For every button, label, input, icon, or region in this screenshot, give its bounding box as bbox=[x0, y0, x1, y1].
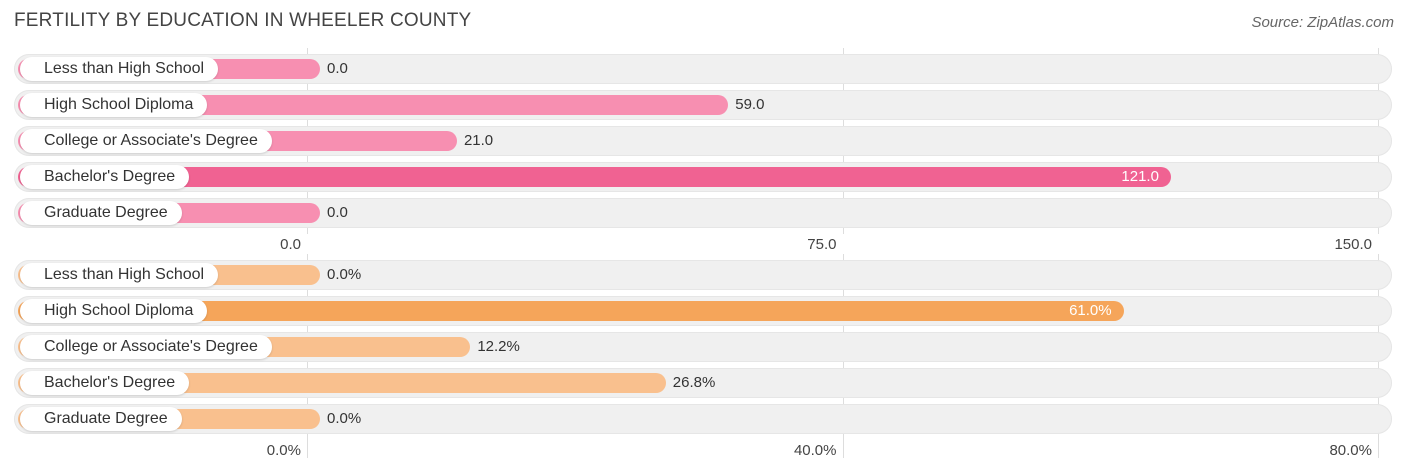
category-label: College or Associate's Degree bbox=[20, 335, 272, 359]
value-label: 0.0% bbox=[327, 410, 362, 427]
value-label: 0.0 bbox=[327, 204, 348, 221]
tick-label: 40.0% bbox=[793, 442, 837, 459]
category-label: High School Diploma bbox=[20, 299, 208, 323]
value-label: 0.0% bbox=[327, 266, 362, 283]
value-label: 0.0 bbox=[327, 60, 348, 77]
category-label: Graduate Degree bbox=[20, 407, 182, 431]
tick-label: 150.0 bbox=[1334, 236, 1372, 253]
category-label: Bachelor's Degree bbox=[20, 371, 190, 395]
bar[interactable] bbox=[18, 301, 1124, 321]
bar[interactable] bbox=[18, 167, 1171, 187]
value-label: 61.0% bbox=[1069, 302, 1112, 319]
category-label: Less than High School bbox=[20, 57, 219, 81]
value-label: 21.0 bbox=[463, 132, 494, 149]
value-label: 12.2% bbox=[477, 338, 520, 355]
value-label: 121.0 bbox=[1121, 168, 1159, 185]
value-label: 59.0 bbox=[735, 96, 765, 113]
tick-label: 80.0% bbox=[1329, 442, 1372, 459]
category-label: College or Associate's Degree bbox=[20, 129, 272, 153]
category-label: High School Diploma bbox=[20, 93, 208, 117]
category-label: Less than High School bbox=[20, 263, 219, 287]
source-note: Source: ZipAtlas.com bbox=[1251, 14, 1394, 31]
tick-label: 75.0 bbox=[807, 236, 837, 253]
tick-label: 0.0% bbox=[266, 442, 301, 459]
tick-label: 0.0 bbox=[280, 236, 301, 253]
category-label: Bachelor's Degree bbox=[20, 165, 190, 189]
value-label: 26.8% bbox=[672, 374, 716, 391]
category-label: Graduate Degree bbox=[20, 201, 182, 225]
chart-title: FERTILITY BY EDUCATION IN WHEELER COUNTY bbox=[14, 10, 472, 31]
